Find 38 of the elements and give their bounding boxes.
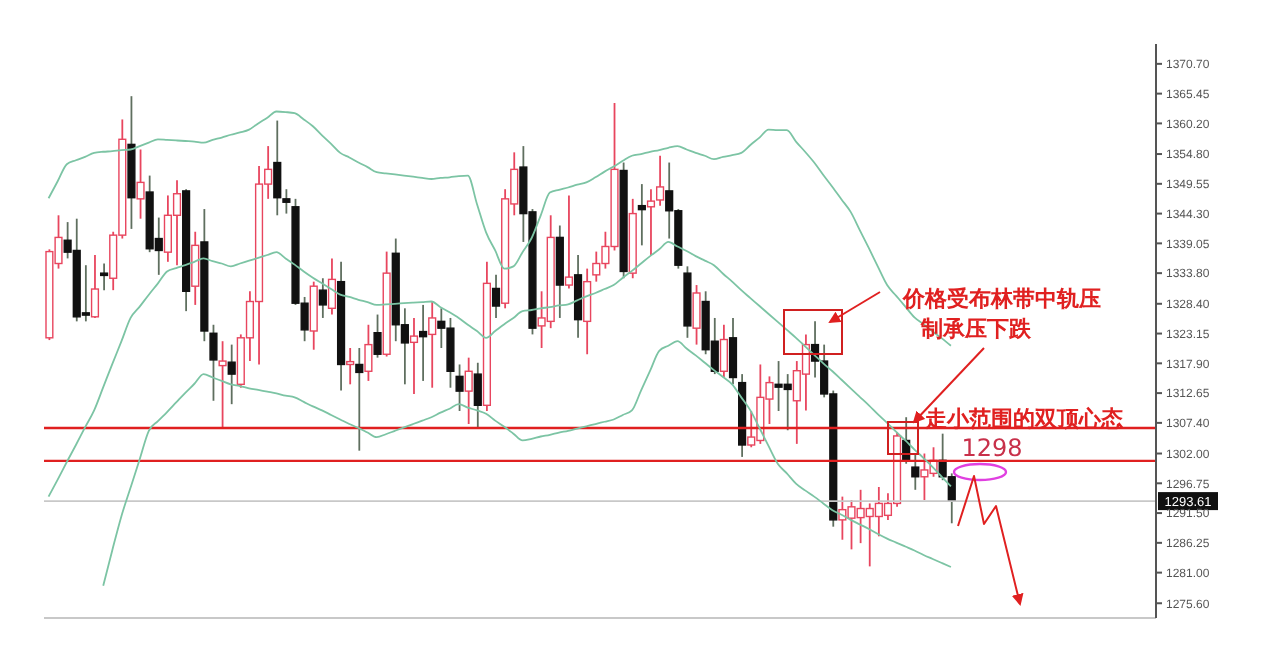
candlestick [373, 313, 382, 359]
annotation: 1298 [959, 434, 1025, 466]
candlestick [455, 363, 464, 412]
candlestick [637, 183, 646, 247]
candlestick [573, 254, 583, 339]
candlestick [209, 323, 218, 402]
candlestick [646, 188, 656, 256]
candlestick [728, 317, 738, 386]
candlestick [355, 347, 364, 452]
annotation: 价格受布林带中轨压 [900, 286, 1103, 315]
candlestick [564, 194, 574, 290]
candlestick [692, 284, 701, 346]
candlestick [90, 254, 100, 319]
candlestick [318, 277, 327, 319]
candlestick [409, 317, 419, 395]
candlestick [273, 119, 282, 217]
candlestick [99, 262, 109, 292]
candlestick [583, 267, 592, 356]
candlestick [428, 300, 437, 389]
candlestick [419, 304, 428, 382]
candlestick [464, 356, 473, 425]
candlestick [491, 273, 501, 319]
candlestick [364, 323, 373, 382]
candlestick [282, 188, 291, 215]
candlestick [592, 250, 601, 283]
candlestick [719, 323, 728, 379]
candlestick [309, 280, 318, 351]
candlestick [327, 257, 337, 316]
candlestick [191, 230, 200, 306]
candlestick [911, 452, 920, 491]
candlestick [473, 361, 482, 429]
candlestick [136, 148, 145, 220]
candlestick [555, 224, 564, 319]
candlestick [655, 154, 665, 207]
candlestick [346, 347, 355, 386]
candlestick [218, 340, 227, 429]
candlestick [172, 179, 182, 267]
candlestick [227, 343, 236, 406]
